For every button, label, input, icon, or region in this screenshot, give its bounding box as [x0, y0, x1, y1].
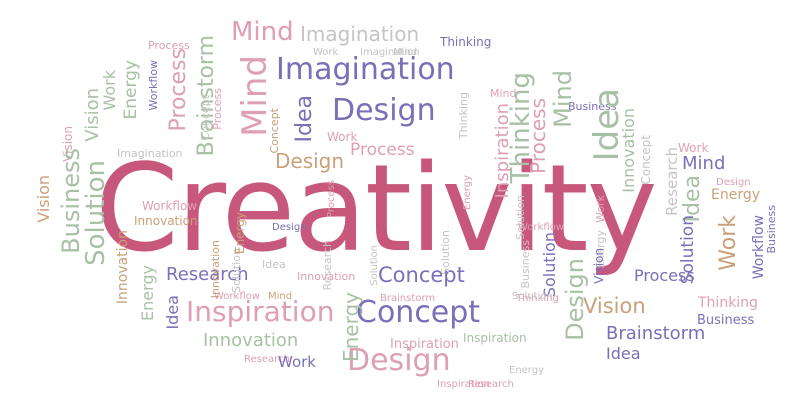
word: Imagination — [360, 47, 420, 58]
word: Inspiration — [463, 331, 527, 345]
word: Process — [211, 88, 224, 130]
word: Solution — [514, 195, 527, 240]
word: Business — [765, 205, 778, 254]
word: Innovation — [115, 230, 131, 305]
word: Workflow — [214, 291, 260, 302]
word: Idea — [163, 295, 182, 330]
word: Process — [350, 140, 415, 160]
word: Work — [100, 70, 119, 111]
word: Solution — [540, 232, 559, 298]
word: Thinking — [440, 35, 492, 49]
main-word: Creativity — [95, 140, 658, 279]
word: Idea — [292, 95, 317, 143]
word: Energy — [462, 175, 473, 211]
word: Solution — [512, 291, 553, 302]
word: Work — [278, 353, 316, 371]
word: Vision — [82, 88, 103, 142]
word: Thinking — [516, 293, 559, 304]
word: Solution — [439, 230, 452, 275]
word: Imagination — [117, 147, 183, 160]
word: Research — [321, 240, 334, 291]
word: Research — [244, 354, 290, 365]
word: Process — [526, 98, 550, 174]
word: Concept — [378, 263, 465, 287]
word: Solution — [369, 245, 380, 286]
word: Workflow — [751, 215, 767, 280]
word: Work — [716, 215, 741, 271]
word: Work — [313, 47, 339, 58]
word: Business — [697, 313, 755, 328]
word: Design — [347, 343, 451, 378]
word: Vision — [592, 248, 606, 284]
word: Solution — [230, 248, 243, 293]
word: Energy — [509, 365, 545, 376]
word: Innovation — [297, 270, 356, 283]
word: Design — [561, 258, 589, 341]
word: Innovation — [134, 214, 198, 228]
word: Process — [634, 266, 695, 285]
word: Mind — [682, 153, 726, 174]
word: Vision — [583, 294, 646, 318]
word: Mind — [549, 70, 577, 128]
word: Energy — [339, 292, 363, 363]
word: Business — [57, 148, 85, 254]
word: Imagination — [276, 52, 455, 87]
word: Energy — [138, 265, 157, 322]
word: Brainstorm — [380, 293, 436, 304]
word: Idea — [262, 258, 286, 271]
word: Process — [326, 180, 337, 218]
word: Thinking — [457, 92, 470, 140]
word: Brainstorm — [606, 323, 706, 344]
word: Inspiration — [390, 337, 459, 352]
word: Thinking — [698, 295, 758, 311]
word: Research — [468, 379, 514, 390]
word: Business — [568, 100, 617, 113]
word: Energy — [233, 212, 247, 255]
word: Imagination — [300, 22, 420, 46]
word: Research — [663, 147, 681, 216]
word: Concept — [356, 295, 481, 330]
word: Work — [594, 195, 607, 223]
word: Mind — [393, 47, 418, 58]
word: Inspiration — [437, 379, 491, 390]
word: Workflow — [518, 222, 564, 233]
word: Mind — [235, 55, 275, 137]
word: Mind — [231, 17, 294, 47]
word: Process — [166, 48, 191, 132]
word: Idea — [606, 344, 641, 363]
word: Innovation — [203, 330, 299, 351]
word: Inspiration — [186, 295, 335, 328]
word: Vision — [34, 175, 53, 223]
word: Process — [148, 39, 190, 52]
word: Workflow — [142, 199, 198, 213]
word: Concept — [199, 95, 212, 141]
word: Research — [166, 264, 249, 285]
word: Innovation — [619, 108, 638, 193]
word: Design — [275, 149, 345, 173]
word: Solution — [81, 160, 111, 266]
word: Business — [519, 240, 532, 289]
word: Energy — [711, 187, 761, 203]
word: Design — [272, 222, 307, 233]
word: Design — [716, 177, 751, 188]
word: Mind — [490, 87, 517, 100]
word: Innovation — [209, 240, 222, 299]
word: Workflow — [147, 60, 160, 111]
word: Work — [327, 130, 358, 144]
word: Concept — [639, 135, 653, 185]
word: Mind — [268, 291, 293, 302]
word: Energy — [121, 60, 141, 120]
word: Design — [332, 93, 436, 128]
word: Concept — [268, 108, 281, 154]
word: Work — [678, 141, 709, 155]
